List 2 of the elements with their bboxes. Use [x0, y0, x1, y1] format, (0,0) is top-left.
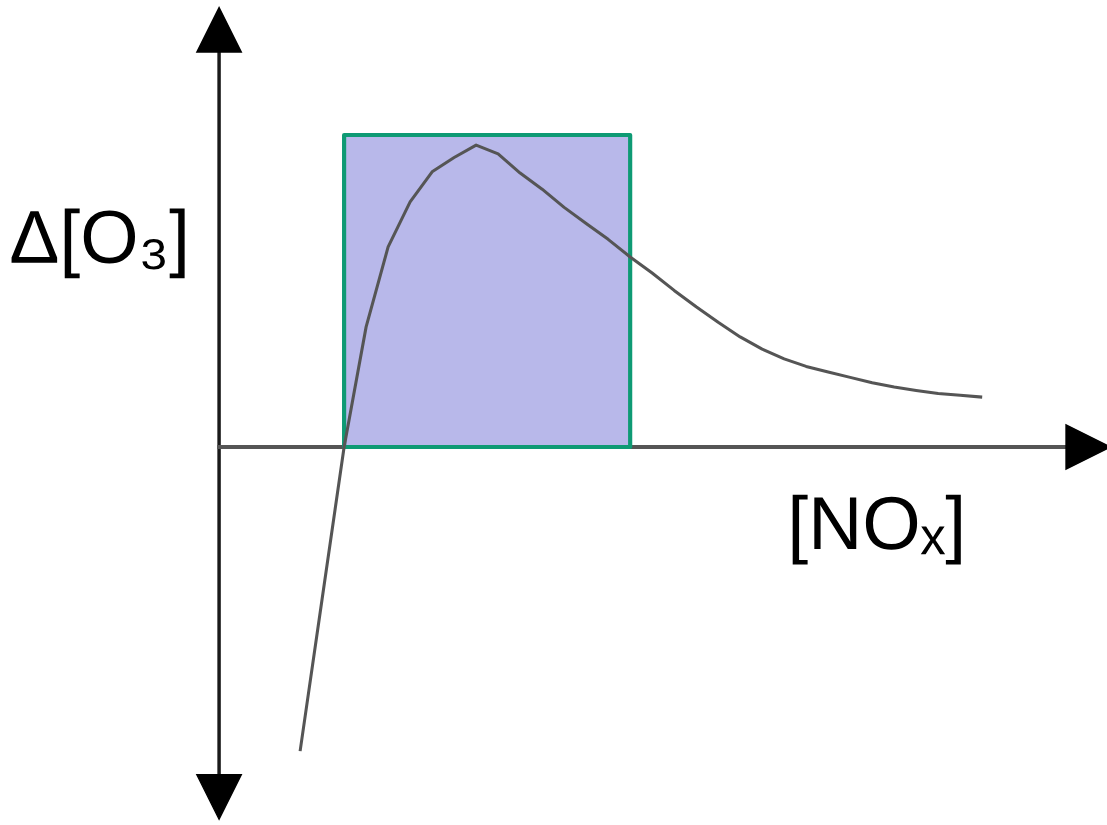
y-axis-title: Δ[O₃] — [11, 208, 185, 279]
x-axis-title: [NOₓ] — [792, 494, 961, 565]
